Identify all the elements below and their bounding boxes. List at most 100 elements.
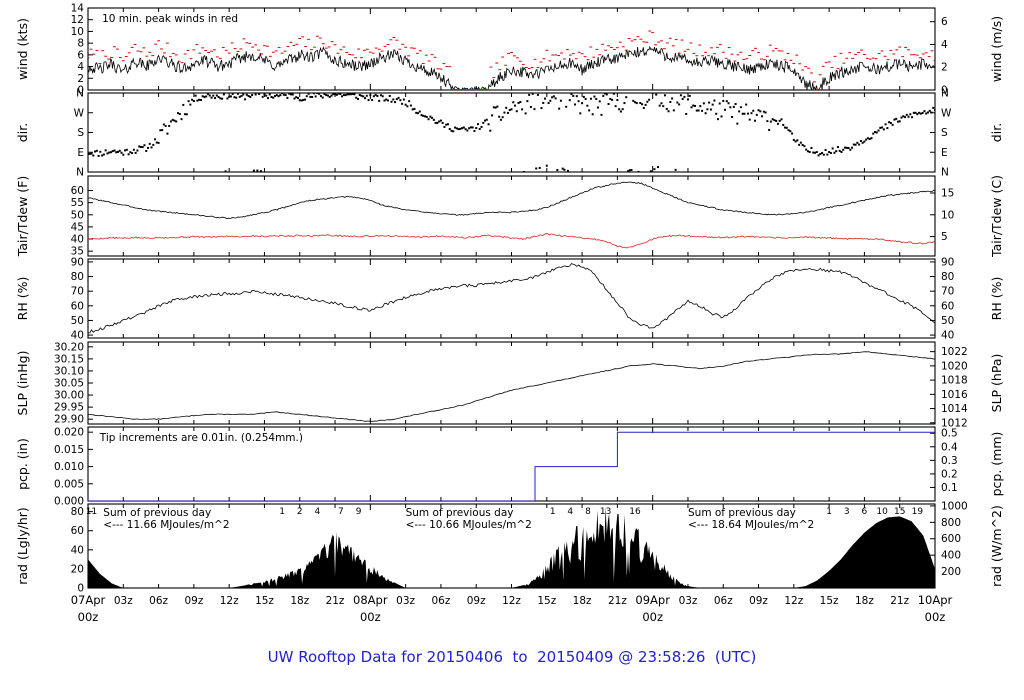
direction-point — [381, 95, 384, 98]
x-major-date-label: 08Apr — [353, 593, 388, 607]
direction-point — [524, 112, 527, 115]
direction-point — [286, 96, 289, 99]
direction-point — [416, 112, 419, 115]
direction-point — [236, 93, 239, 95]
direction-point — [536, 93, 539, 96]
direction-point — [676, 101, 679, 104]
direction-point — [768, 128, 771, 131]
direction-point — [528, 93, 531, 96]
direction-point — [665, 107, 668, 110]
direction-point — [378, 99, 381, 102]
direction-point — [893, 118, 896, 121]
direction-point — [244, 98, 247, 101]
rad-hourly-sum-number: 1 — [550, 507, 556, 517]
direction-point — [145, 149, 148, 152]
direction-point — [369, 94, 372, 97]
direction-point — [882, 128, 885, 131]
direction-point — [397, 96, 400, 99]
x-tick-label: 06z — [149, 595, 168, 607]
direction-point — [732, 105, 735, 108]
y-tick-label-right: 0.3 — [941, 455, 958, 467]
rad-hourly-sum-number: 13 — [600, 507, 611, 517]
direction-point — [722, 99, 725, 102]
direction-point — [854, 143, 857, 146]
y-tick-label-right: 1000 — [941, 500, 968, 512]
rad-hourly-sum-number: 3 — [844, 507, 850, 517]
direction-point — [452, 130, 455, 133]
direction-point — [672, 109, 675, 112]
direction-point — [291, 93, 294, 96]
y-tick-label-right: 1016 — [941, 389, 968, 401]
series-precip-steps — [88, 431, 935, 501]
direction-point — [459, 127, 462, 130]
direction-point — [325, 94, 328, 97]
y-tick-label-right: 200 — [941, 566, 961, 578]
y-tick-label-left: 50 — [71, 315, 84, 327]
x-tick-label: 09z — [467, 595, 486, 607]
direction-point — [342, 93, 345, 96]
series-group — [88, 181, 935, 249]
direction-point — [143, 144, 146, 147]
direction-point — [92, 154, 95, 157]
y-tick-label-left: 2 — [77, 73, 84, 85]
direction-point — [842, 148, 845, 151]
direction-point — [907, 115, 910, 118]
x-tick-label: 21z — [890, 595, 909, 607]
direction-point — [739, 106, 742, 109]
direction-point — [455, 127, 458, 130]
direction-point — [289, 93, 292, 96]
direction-point — [332, 93, 335, 96]
direction-point — [409, 104, 412, 107]
panel-border — [87, 7, 936, 91]
direction-point — [588, 109, 591, 112]
series-air-temperature — [88, 181, 935, 220]
panel-pcp: 0.000 0.005 0.010 0.015 0.020 0.1 0.20.3 0.40.5… — [15, 426, 1004, 508]
direction-point — [865, 138, 868, 141]
direction-point — [471, 126, 474, 129]
direction-point — [918, 111, 921, 114]
direction-point — [222, 93, 225, 96]
direction-point — [268, 93, 271, 96]
y-tick-label-left: 80 — [71, 506, 84, 518]
direction-point — [875, 131, 878, 134]
direction-point — [448, 128, 451, 131]
direction-point — [664, 94, 667, 97]
y-tick-label-left: 35 — [71, 246, 84, 258]
direction-point — [642, 106, 645, 109]
direction-point — [169, 120, 172, 123]
y-tick-label-left: 0.015 — [54, 444, 84, 456]
direction-point — [187, 100, 190, 103]
rad-hourly-sum-number: 10 — [876, 507, 888, 517]
direction-point — [129, 151, 132, 154]
direction-point — [475, 127, 478, 130]
y-tick-label-right: S — [941, 127, 948, 139]
direction-point — [547, 102, 550, 105]
direction-point — [898, 120, 901, 123]
y-tick-label-left: W — [74, 107, 85, 119]
direction-point — [277, 95, 280, 98]
direction-point — [895, 117, 898, 120]
direction-point — [628, 169, 631, 172]
direction-point — [791, 132, 794, 135]
y-tick-label-left: 10 — [71, 26, 84, 38]
direction-point — [166, 132, 169, 135]
direction-point — [311, 95, 314, 98]
direction-point — [388, 94, 391, 97]
direction-point — [637, 170, 640, 172]
direction-point — [229, 95, 232, 98]
rad-hourly-sum-number: 11 — [86, 507, 97, 517]
direction-point — [208, 94, 211, 97]
axis-title-right: Tair/Tdew (C) — [989, 175, 1004, 258]
direction-point — [446, 123, 449, 126]
direction-point — [616, 99, 619, 102]
series-relative-humidity — [88, 263, 935, 334]
y-tick-label-right: 80 — [941, 271, 954, 283]
direction-point — [526, 100, 529, 103]
direction-point — [265, 94, 268, 97]
direction-point — [886, 127, 889, 130]
direction-point — [639, 102, 642, 105]
direction-point — [199, 98, 202, 101]
direction-point — [406, 105, 409, 108]
y-tick-label-left: 30.00 — [54, 390, 84, 402]
